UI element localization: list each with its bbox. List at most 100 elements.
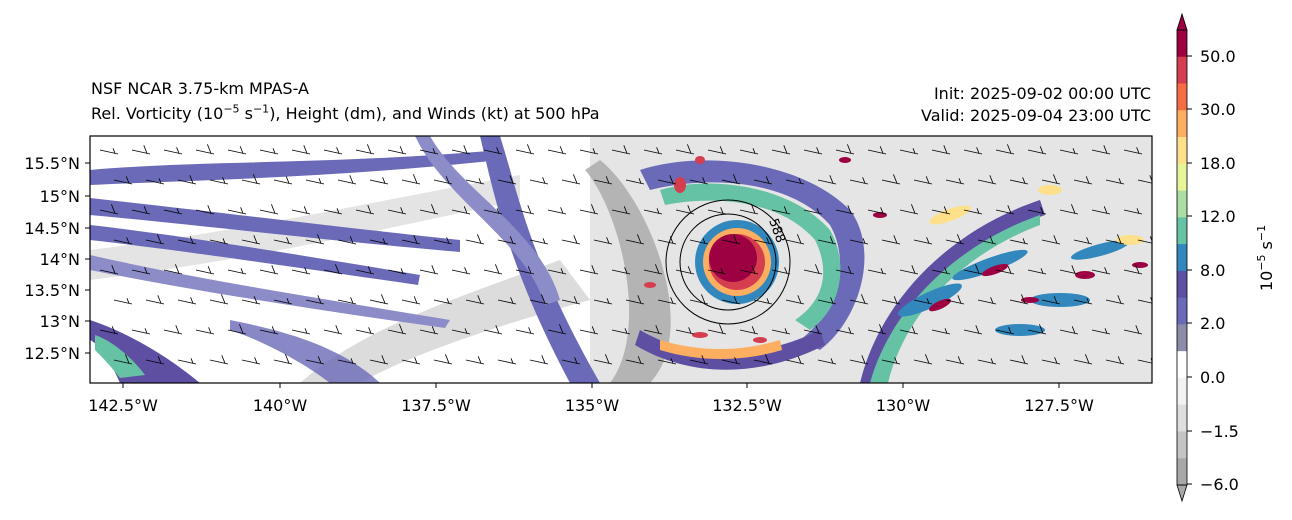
wind-barb	[529, 294, 549, 305]
wind-barb	[1105, 234, 1125, 245]
wind-barb	[227, 207, 247, 215]
wind-barb	[657, 297, 677, 305]
wind-barb	[369, 355, 389, 365]
wind-barb	[881, 357, 901, 365]
wind-barb	[803, 325, 823, 335]
lon-axis: 142.5°W 140°W 137.5°W 135°W 132.5°W 130°…	[88, 383, 1094, 415]
wind-barb	[355, 205, 375, 215]
wind-barb	[451, 145, 471, 155]
wind-barb	[163, 147, 183, 155]
wind-barb	[1041, 296, 1061, 305]
wind-barb	[419, 204, 439, 215]
lat-tick-label: 14°N	[40, 250, 80, 269]
wind-barb	[579, 204, 599, 215]
wind-barb	[785, 234, 805, 245]
wind-barb	[419, 265, 439, 275]
wind-barb	[657, 175, 677, 185]
wind-barb	[643, 325, 663, 335]
wind-barb	[1009, 294, 1029, 305]
wind-barb	[1027, 324, 1047, 335]
wind-barb	[227, 268, 247, 275]
wind-barb	[1027, 207, 1047, 215]
wind-barb	[931, 328, 951, 335]
wind-barb	[113, 176, 133, 185]
wind-barb	[465, 356, 485, 365]
wind-barb	[99, 326, 119, 335]
colorbar-segment	[1177, 404, 1187, 432]
wind-barb	[689, 355, 709, 365]
wind-barb	[483, 208, 503, 215]
wind-barb	[1073, 354, 1093, 365]
wind-barb	[977, 175, 997, 185]
wind-barb	[241, 296, 261, 305]
wind-barb	[1059, 265, 1079, 275]
wind-barb	[561, 174, 581, 185]
wind-barb	[433, 354, 453, 365]
wind-barb	[113, 298, 133, 305]
wind-barb	[1027, 146, 1047, 155]
wind-barb	[369, 238, 389, 245]
init-time: Init: 2025-09-02 00:00 UTC	[933, 84, 1151, 103]
lon-tick-label: 142.5°W	[88, 396, 158, 415]
wind-barb	[387, 324, 407, 335]
wind-barb	[305, 234, 325, 245]
wind-barb	[963, 264, 983, 275]
wind-barb	[785, 295, 805, 305]
wind-barb	[113, 354, 133, 365]
wind-barb	[465, 234, 485, 245]
wind-barb	[913, 237, 933, 245]
wind-barb	[515, 205, 535, 215]
wind-barb	[291, 267, 311, 275]
wind-barb	[209, 177, 229, 185]
wind-barb	[131, 206, 151, 215]
lon-tick-label: 132.5°W	[712, 396, 782, 415]
wind-barb	[99, 148, 119, 155]
wind-barb	[401, 357, 421, 365]
wind-barb	[995, 327, 1015, 335]
wind-barb	[817, 175, 837, 185]
wind-barb	[689, 177, 709, 185]
wind-barb	[547, 268, 567, 275]
wind-barb	[771, 328, 791, 335]
wind-barb	[497, 175, 517, 185]
wind-barb	[611, 328, 631, 335]
wind-barb	[291, 206, 311, 215]
wind-barb	[931, 145, 951, 155]
wind-barb	[995, 266, 1015, 275]
wind-barb	[177, 236, 197, 245]
wind-barb	[419, 326, 439, 335]
wind-barb	[977, 358, 997, 365]
colorbar-min-extend	[1176, 484, 1188, 503]
lat-tick-label: 12.5°N	[24, 344, 80, 363]
wind-barbs	[99, 144, 1174, 365]
wind-barb	[337, 175, 357, 185]
wind-barb	[771, 267, 791, 275]
wind-barb	[209, 294, 229, 305]
wind-barb	[1156, 205, 1174, 214]
wind-barb	[1123, 264, 1143, 275]
wind-barb	[803, 264, 823, 275]
colorbar-segment	[1177, 458, 1187, 486]
wind-barb	[433, 176, 453, 185]
wind-barb	[817, 297, 837, 305]
wind-barb	[305, 356, 325, 365]
colorbar-tick-label: −6.0	[1200, 475, 1239, 494]
wind-barb	[899, 326, 919, 335]
wind-barb	[547, 207, 567, 215]
wind-barb	[945, 356, 965, 365]
wind-barb	[145, 178, 165, 185]
wind-barb	[689, 238, 709, 245]
wind-barb	[849, 355, 869, 365]
wind-barb	[1009, 355, 1029, 365]
colorbar-tick-label: 18.0	[1200, 154, 1236, 173]
lat-tick-label: 15.5°N	[24, 154, 80, 173]
wind-barb	[355, 327, 375, 335]
wind-barb	[529, 177, 549, 185]
wind-barb	[753, 298, 773, 305]
wind-barb	[227, 324, 247, 335]
wind-barb	[369, 177, 389, 185]
wind-barb	[401, 235, 421, 245]
wind-barb	[1073, 237, 1093, 245]
wind-barb	[977, 297, 997, 305]
colorbar-frame	[1176, 29, 1188, 486]
